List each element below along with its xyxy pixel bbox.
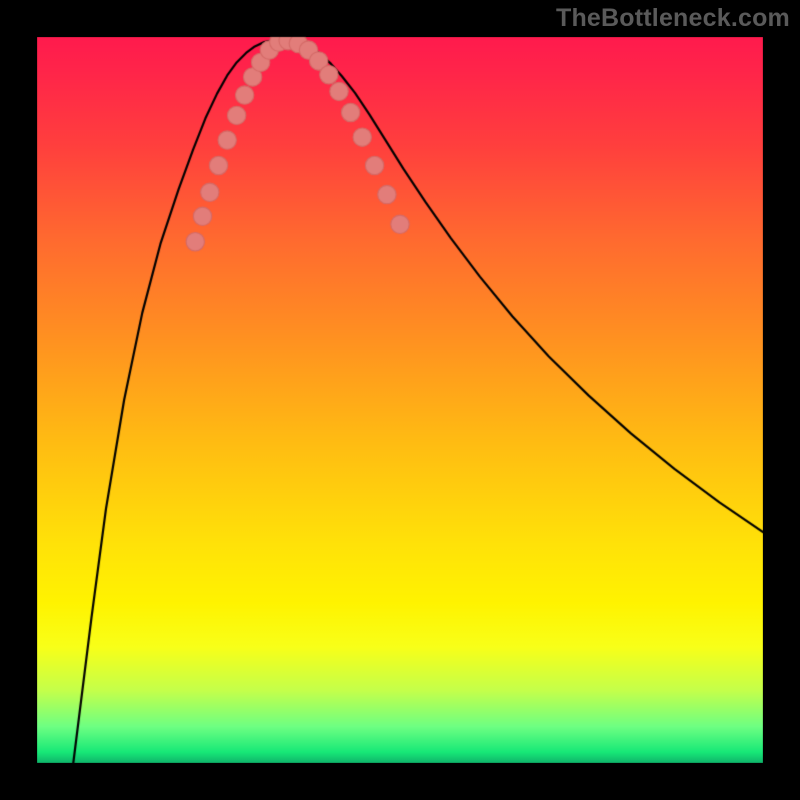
- watermark-label: TheBottleneck.com: [556, 4, 790, 33]
- bottleneck-curve-chart: [0, 0, 800, 800]
